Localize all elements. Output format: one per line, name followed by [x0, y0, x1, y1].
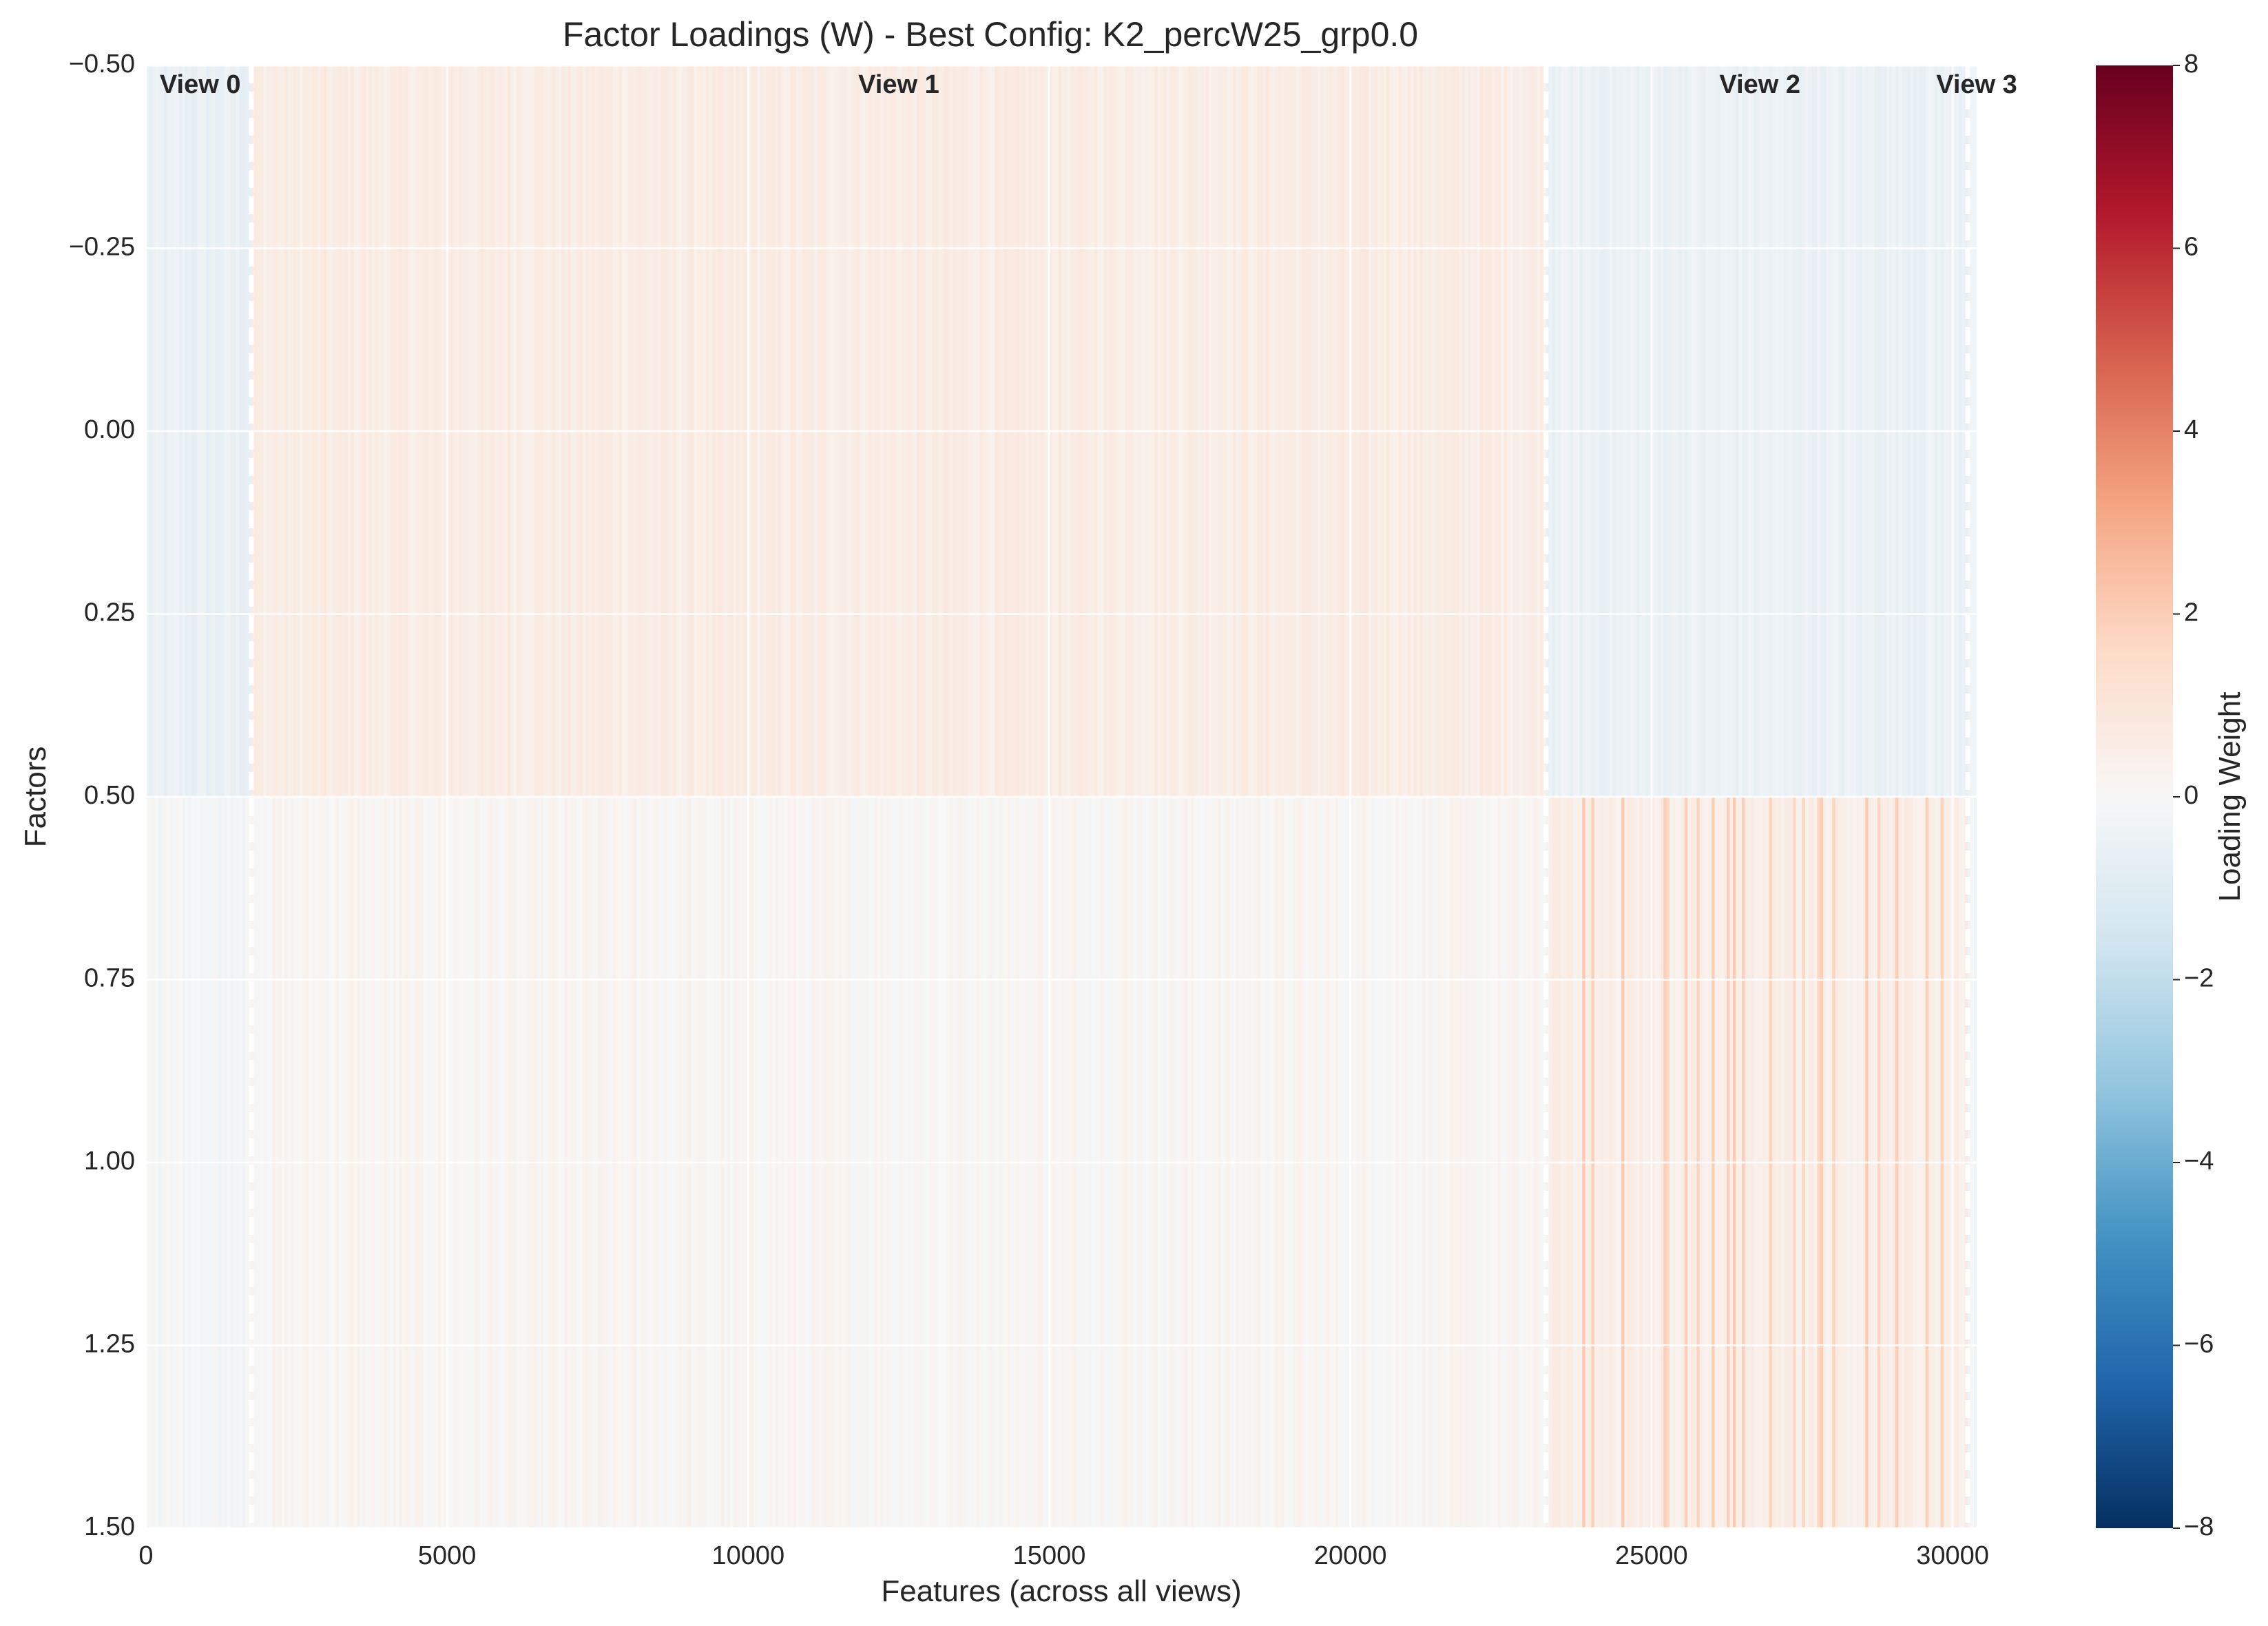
x-tick-label: 25000	[1615, 1541, 1688, 1570]
x-tick-label: 0	[138, 1541, 153, 1570]
view-label: View 0	[160, 70, 241, 99]
y-tick-label: −0.25	[69, 233, 135, 262]
chart-title: Factor Loadings (W) - Best Config: K2_pe…	[563, 15, 1418, 54]
x-tick-label: 5000	[418, 1541, 477, 1570]
colorbar-tick-label: −4	[2184, 1147, 2214, 1176]
view-label: View 1	[858, 70, 939, 99]
colorbar-tick-label: 0	[2184, 781, 2198, 810]
y-axis-label: Factors	[19, 747, 52, 848]
x-axis-ticks: 0 5000 10000 15000 20000 25000 30000	[138, 1541, 1988, 1570]
view-label: View 2	[1719, 70, 1800, 99]
view-label: View 3	[1936, 70, 2017, 99]
gridlines	[145, 64, 1977, 1530]
y-tick-label: 1.25	[84, 1330, 135, 1359]
colorbar-tick-label: 2	[2184, 598, 2198, 627]
colorbar	[2096, 65, 2173, 1528]
x-tick-label: 10000	[712, 1541, 785, 1570]
colorbar-tick-label: 6	[2184, 233, 2198, 262]
colorbar-tick-label: 4	[2184, 415, 2198, 444]
colorbar-tick-label: −8	[2184, 1512, 2214, 1541]
y-tick-label: 0.75	[84, 964, 135, 993]
y-tick-label: 0.25	[84, 598, 135, 627]
y-tick-label: −0.50	[69, 50, 135, 79]
x-tick-label: 15000	[1013, 1541, 1086, 1570]
colorbar-ticks: 8 6 4 2 0 −2 −4 −6 −8	[2173, 50, 2214, 1541]
colorbar-label: Loading Weight	[2213, 692, 2247, 902]
y-tick-label: 0.50	[84, 781, 135, 810]
colorbar-tick-label: −6	[2184, 1330, 2214, 1359]
view-labels: View 0 View 1 View 2 View 3	[160, 70, 2017, 99]
x-tick-label: 20000	[1314, 1541, 1387, 1570]
x-axis-label: Features (across all views)	[881, 1574, 1241, 1608]
y-tick-label: 1.50	[84, 1512, 135, 1541]
y-axis-ticks: −0.50 −0.25 0.00 0.25 0.50 0.75 1.00 1.25 1.50	[69, 50, 135, 1541]
x-tick-label: 30000	[1916, 1541, 1989, 1570]
y-tick-label: 0.00	[84, 415, 135, 444]
colorbar-tick-label: 8	[2184, 50, 2198, 79]
view-boundaries	[249, 65, 1970, 1528]
y-tick-label: 1.00	[84, 1147, 135, 1176]
colorbar-tick-label: −2	[2184, 964, 2214, 993]
